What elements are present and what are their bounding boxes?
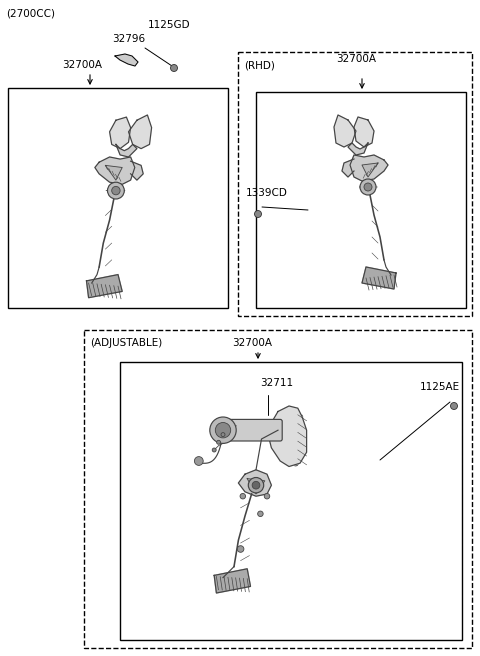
Polygon shape	[362, 163, 378, 177]
Circle shape	[252, 482, 260, 489]
Polygon shape	[95, 157, 135, 184]
Polygon shape	[214, 569, 251, 593]
Circle shape	[221, 432, 225, 437]
Circle shape	[364, 183, 372, 191]
Circle shape	[194, 457, 203, 465]
Bar	[8, 88, 228, 308]
Polygon shape	[239, 470, 271, 496]
Circle shape	[216, 440, 221, 444]
Polygon shape	[350, 155, 388, 181]
Circle shape	[258, 511, 263, 516]
Circle shape	[212, 448, 216, 452]
Circle shape	[300, 447, 305, 453]
Circle shape	[237, 546, 244, 552]
Polygon shape	[109, 117, 131, 149]
Circle shape	[264, 493, 270, 499]
Polygon shape	[342, 159, 354, 177]
Polygon shape	[334, 115, 356, 147]
Bar	[256, 92, 466, 308]
Circle shape	[293, 461, 299, 466]
Polygon shape	[362, 267, 396, 289]
Text: 1339CD: 1339CD	[246, 188, 288, 198]
Polygon shape	[116, 144, 137, 157]
Circle shape	[360, 179, 376, 195]
Circle shape	[254, 211, 262, 218]
Text: 32700A: 32700A	[62, 60, 102, 70]
Bar	[238, 52, 472, 316]
Text: 32796: 32796	[112, 34, 145, 44]
Text: (2700CC): (2700CC)	[6, 8, 55, 18]
Text: 32700A: 32700A	[336, 54, 376, 64]
Text: 32711: 32711	[260, 378, 293, 388]
Circle shape	[362, 127, 370, 134]
Circle shape	[451, 403, 457, 409]
Polygon shape	[86, 275, 122, 298]
Polygon shape	[115, 54, 138, 66]
Bar	[120, 362, 462, 640]
Text: 1125GD: 1125GD	[148, 20, 191, 30]
Text: 1125AE: 1125AE	[420, 382, 460, 392]
Text: (RHD): (RHD)	[244, 60, 275, 70]
Circle shape	[248, 478, 264, 493]
FancyBboxPatch shape	[221, 419, 282, 441]
Text: (ADJUSTABLE): (ADJUSTABLE)	[90, 338, 162, 348]
Polygon shape	[348, 143, 368, 155]
Circle shape	[108, 182, 124, 199]
Circle shape	[210, 417, 236, 443]
Polygon shape	[106, 165, 122, 180]
Polygon shape	[247, 479, 265, 494]
Bar	[84, 330, 472, 648]
Polygon shape	[129, 115, 152, 149]
Circle shape	[240, 493, 246, 499]
Polygon shape	[354, 117, 374, 147]
Text: 32700A: 32700A	[232, 338, 272, 348]
Circle shape	[114, 128, 121, 136]
Circle shape	[170, 64, 178, 72]
Circle shape	[112, 186, 120, 195]
Circle shape	[216, 422, 231, 438]
Circle shape	[135, 128, 143, 136]
Circle shape	[297, 414, 303, 420]
Circle shape	[343, 127, 349, 134]
Polygon shape	[131, 161, 143, 180]
Polygon shape	[267, 406, 307, 466]
